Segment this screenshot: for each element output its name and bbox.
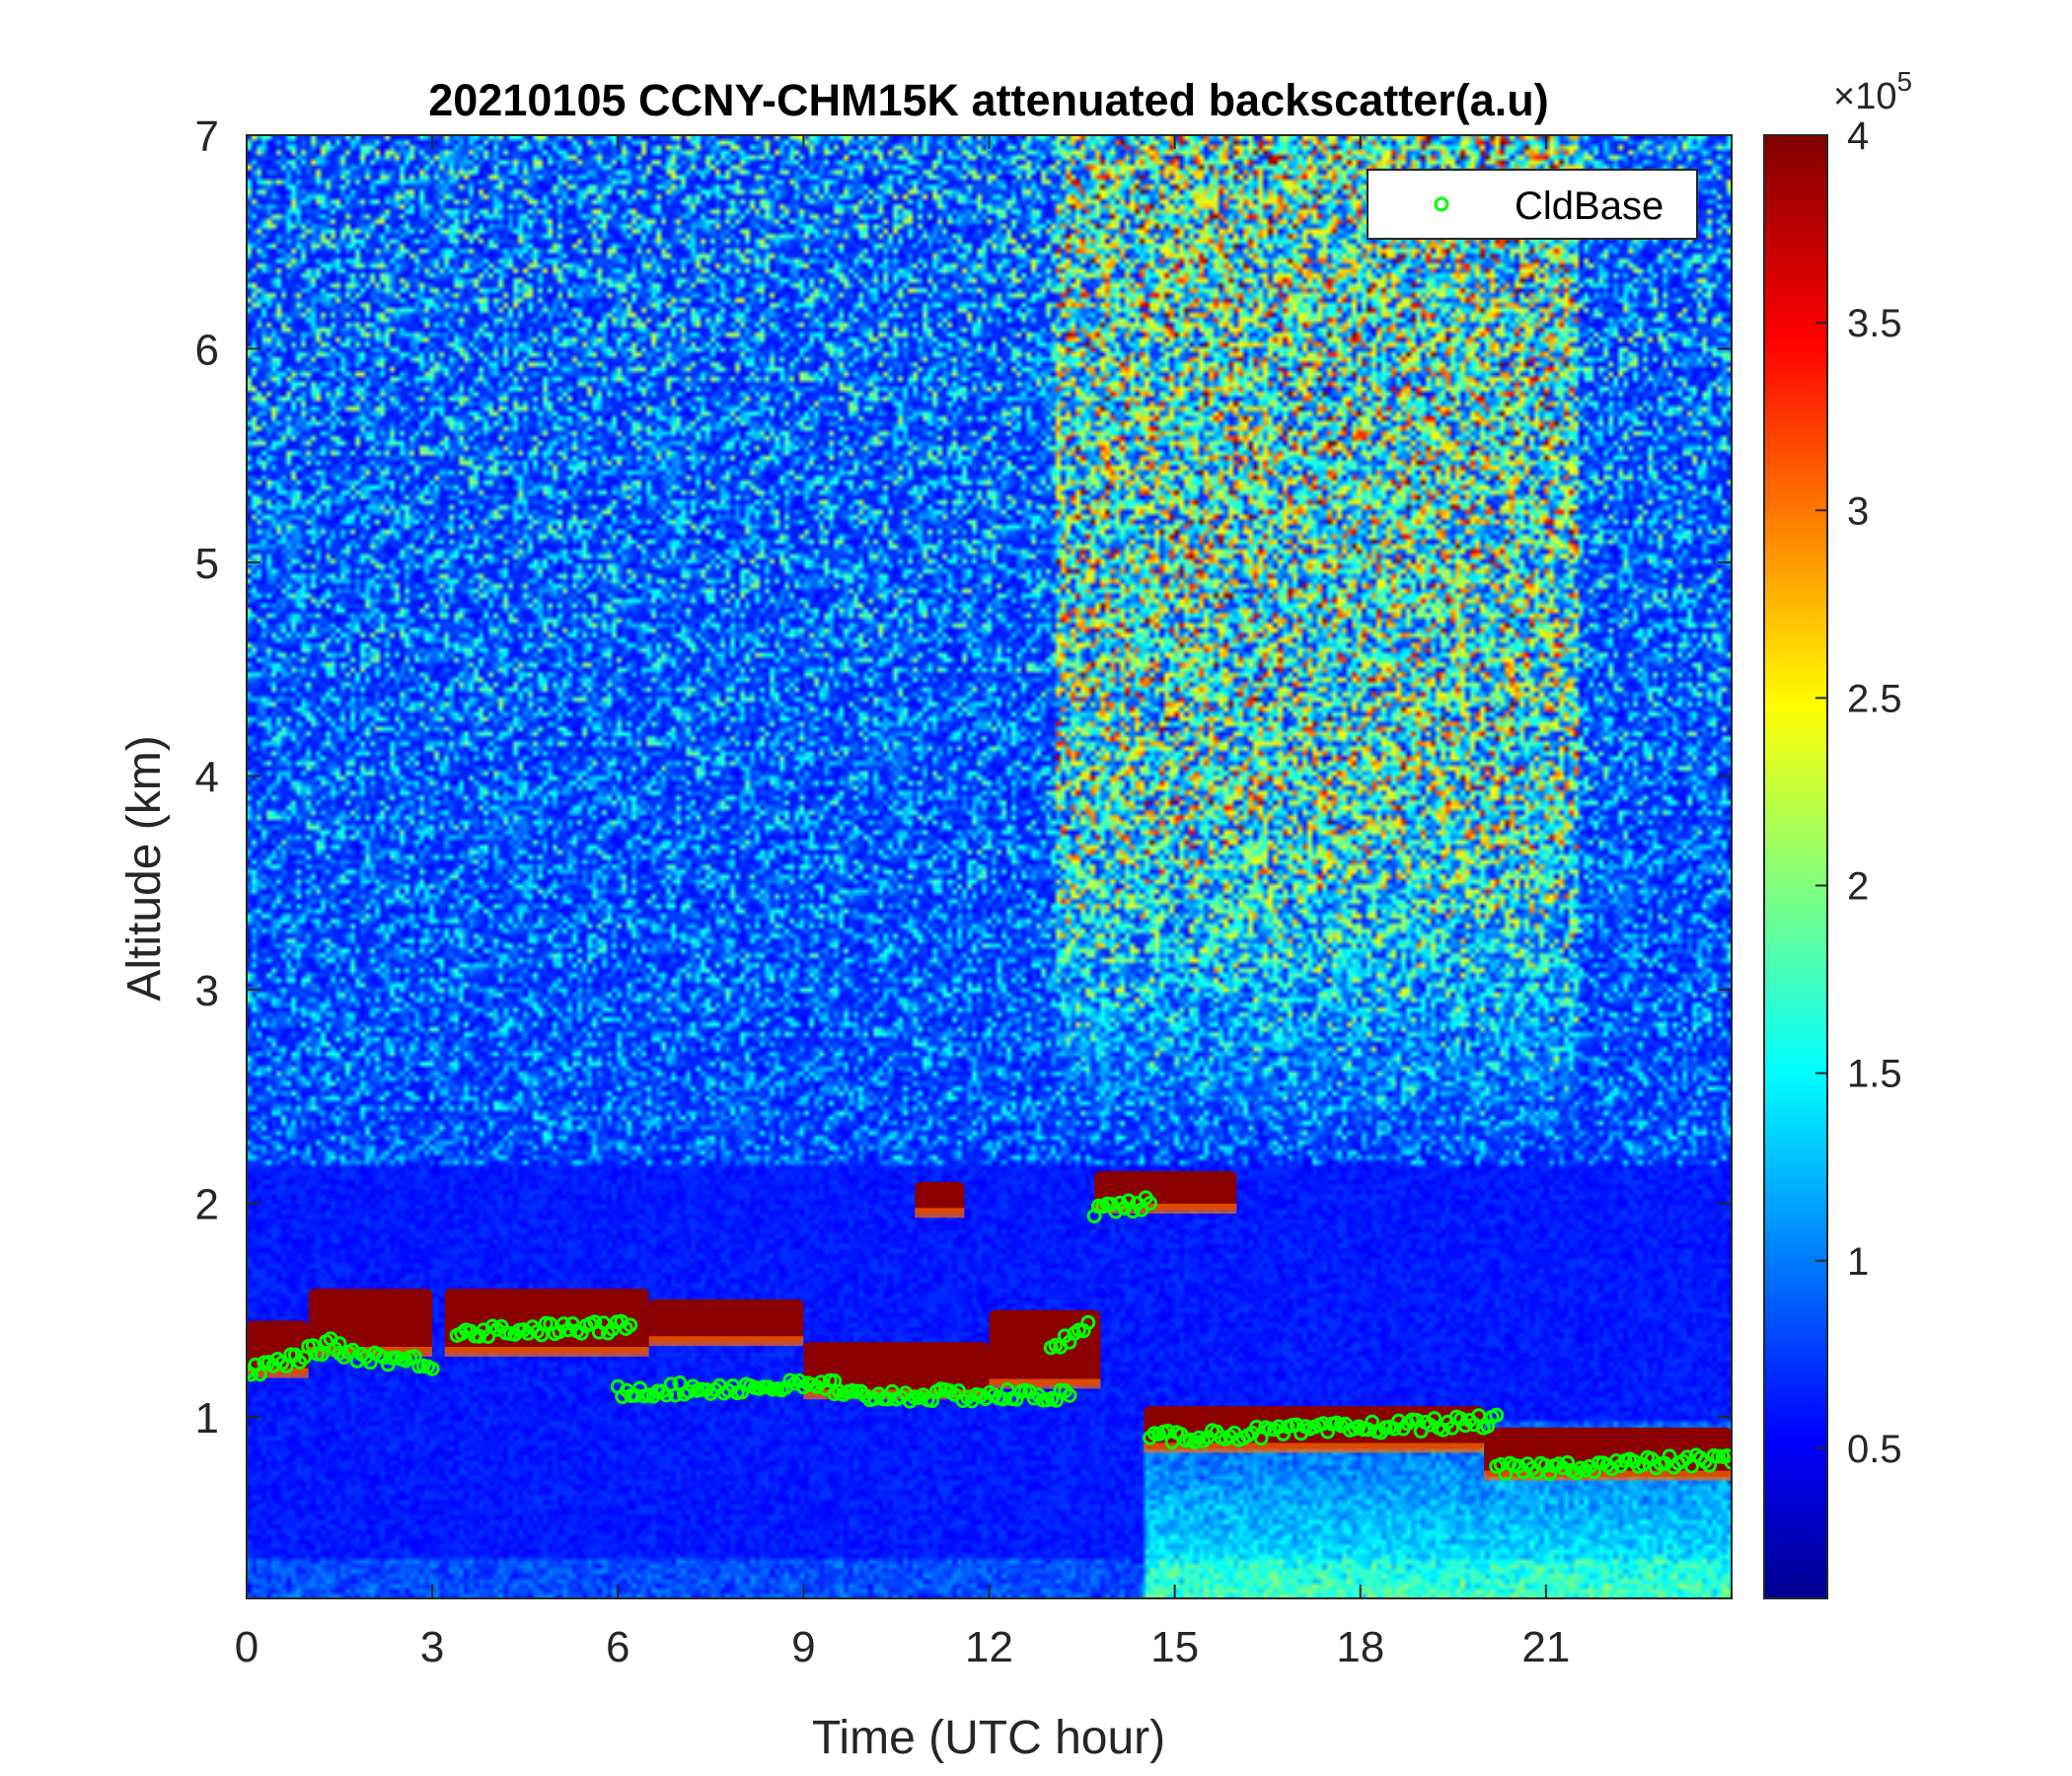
colorbar-ticks: 0.5 1 1.5 2 2.5 3 3.5 4 bbox=[1815, 114, 1902, 1471]
chart-title: 20210105 CCNY-CHM15K attenuated backscat… bbox=[428, 75, 1548, 125]
cldbase-point bbox=[1471, 1408, 1487, 1424]
y-tick-label: 7 bbox=[195, 112, 219, 161]
cldbase-point bbox=[424, 1361, 440, 1376]
cldbase-point bbox=[314, 1347, 330, 1363]
legend: CldBase bbox=[1367, 169, 1698, 240]
x-tick-label: 9 bbox=[791, 1623, 815, 1671]
y-tick-label: 2 bbox=[195, 1180, 219, 1228]
cloud-layer-edge bbox=[247, 1368, 309, 1378]
cloud-layer bbox=[1484, 1427, 1732, 1477]
x-tick-label: 12 bbox=[965, 1623, 1013, 1671]
colorbar-multiplier: ×105 bbox=[1833, 66, 1912, 117]
colorbar-tick-label: 4 bbox=[1847, 114, 1869, 158]
x-tick-label: 18 bbox=[1336, 1623, 1384, 1671]
cldbase-point bbox=[623, 1317, 638, 1333]
cloud-layer-edge bbox=[1484, 1470, 1732, 1481]
cloud-layer-edge bbox=[989, 1378, 1101, 1389]
x-tick-label: 21 bbox=[1521, 1623, 1570, 1671]
legend-cldbase-label: CldBase bbox=[1515, 185, 1664, 228]
cloud-layer bbox=[1094, 1171, 1237, 1210]
cldbase-point bbox=[667, 1387, 683, 1403]
y-axis-ticks: 1 2 3 4 5 6 7 bbox=[195, 112, 1732, 1443]
colorbar-gradient bbox=[1764, 135, 1827, 1598]
cldbase-point bbox=[1724, 1454, 1732, 1470]
colorbar-tick-label: 1 bbox=[1847, 1240, 1869, 1284]
cldbase-point bbox=[1143, 1195, 1158, 1211]
colorbar-tick-label: 1.5 bbox=[1847, 1053, 1902, 1096]
legend-cldbase-marker bbox=[1434, 196, 1449, 212]
colorbar-tick-label: 3.5 bbox=[1847, 302, 1902, 345]
y-tick-label: 6 bbox=[195, 326, 219, 374]
colorbar-exponent: 5 bbox=[1896, 66, 1912, 97]
x-tick-label: 0 bbox=[235, 1623, 259, 1671]
colorbar-tick-label: 2.5 bbox=[1847, 677, 1902, 720]
cldbase-point bbox=[332, 1336, 347, 1352]
cldbase-markers bbox=[247, 1190, 1732, 1482]
cloud-layer-edge bbox=[648, 1336, 804, 1347]
cldbase-point bbox=[1062, 1387, 1077, 1403]
y-axis-label: Altitude (km) bbox=[118, 735, 171, 1000]
colorbar: 0.5 1 1.5 2 2.5 3 3.5 4 ×105 bbox=[1763, 66, 1912, 1599]
x-axis-label: Time (UTC hour) bbox=[812, 1712, 1165, 1764]
x-tick-label: 6 bbox=[606, 1623, 629, 1671]
colorbar-tick-label: 3 bbox=[1847, 489, 1869, 533]
heatmap-image bbox=[247, 135, 1732, 1598]
cloud-layer-edge bbox=[915, 1208, 965, 1219]
cloud-layer bbox=[915, 1181, 965, 1215]
y-tick-label: 4 bbox=[195, 753, 219, 801]
x-axis-ticks: 0 3 6 9 12 15 18 21 bbox=[235, 135, 1570, 1671]
colorbar-tick-label: 0.5 bbox=[1847, 1428, 1902, 1471]
cldbase-point bbox=[1489, 1407, 1505, 1423]
colorbar-frame bbox=[1763, 134, 1828, 1599]
x-tick-label: 3 bbox=[420, 1623, 444, 1671]
y-tick-label: 5 bbox=[195, 540, 219, 588]
cloud-layer bbox=[648, 1298, 804, 1343]
y-tick-label: 1 bbox=[195, 1394, 219, 1443]
cloud-layer-edge bbox=[1094, 1203, 1237, 1214]
cloud-layer-edge bbox=[1144, 1443, 1485, 1453]
x-tick-label: 15 bbox=[1150, 1623, 1199, 1671]
colorbar-tick-label: 2 bbox=[1847, 865, 1869, 909]
y-tick-label: 3 bbox=[195, 967, 219, 1015]
cldbase-point bbox=[1080, 1314, 1096, 1330]
legend-box bbox=[1367, 169, 1698, 240]
cloud-layer-edge bbox=[444, 1347, 649, 1358]
